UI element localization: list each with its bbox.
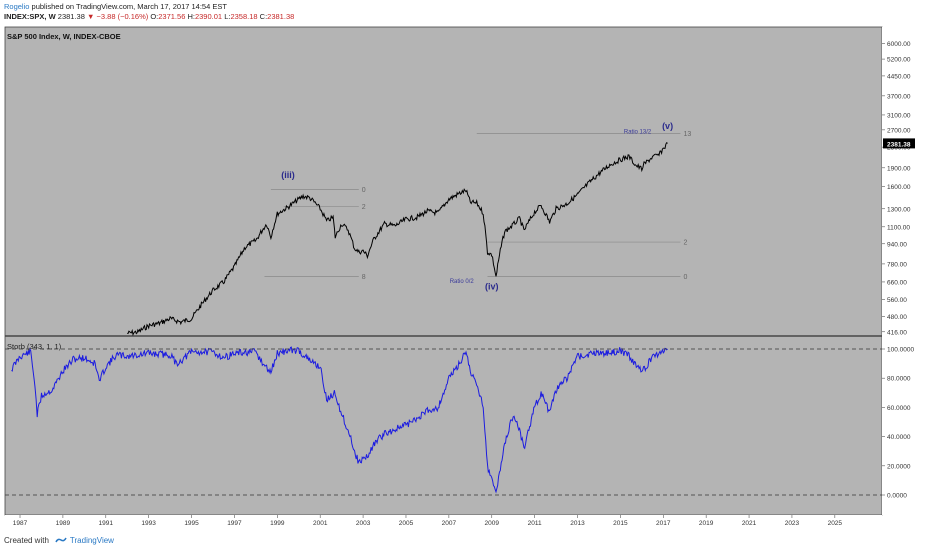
x-tick-label: 1997 bbox=[227, 520, 242, 527]
symbol-label: INDEX:SPX, W bbox=[4, 12, 56, 21]
high-value: 2390.01 bbox=[194, 12, 223, 21]
low-label: L: bbox=[224, 12, 231, 21]
y-tick-label: 3700.00 bbox=[887, 93, 911, 100]
tradingview-link[interactable]: TradingView bbox=[69, 536, 114, 545]
x-tick-label: 1999 bbox=[270, 520, 285, 527]
ratio-annotation: Ratio 0/2 bbox=[450, 279, 475, 285]
y-tick-label: 100.0000 bbox=[887, 347, 914, 354]
level-label: 8 bbox=[362, 274, 366, 281]
y-tick-label: 940.00 bbox=[887, 241, 907, 248]
price-series-line bbox=[127, 141, 668, 336]
y-tick-label: 2700.00 bbox=[887, 127, 911, 134]
y-tick-label: 1100.00 bbox=[887, 224, 910, 231]
author-link[interactable]: Rogelio bbox=[4, 2, 30, 11]
level-label: 2 bbox=[683, 240, 687, 247]
y-tick-label: 660.00 bbox=[887, 279, 907, 286]
y-tick-label: 780.00 bbox=[887, 261, 907, 268]
ratio-annotation: Ratio 13/2 bbox=[624, 129, 652, 135]
oscillator-pane-background[interactable] bbox=[5, 336, 882, 515]
x-tick-label: 2007 bbox=[442, 520, 457, 527]
x-tick-label: 1989 bbox=[56, 520, 71, 527]
level-label: 2 bbox=[362, 204, 366, 211]
stoch-series-line bbox=[11, 346, 668, 494]
y-tick-label: 4450.00 bbox=[887, 73, 911, 80]
y-tick-label: 560.00 bbox=[887, 297, 907, 304]
x-tick-label: 2023 bbox=[785, 520, 800, 527]
level-label: 13 bbox=[683, 131, 691, 138]
level-label: 0 bbox=[362, 187, 366, 194]
publish-info: Rogelio published on TradingView.com, Ma… bbox=[4, 2, 227, 11]
last-price-badge bbox=[883, 138, 915, 149]
y-tick-label: 60.0000 bbox=[887, 405, 911, 412]
wave-label: (v) bbox=[662, 121, 673, 131]
oscillator-title: Storb (343, 1, 1) bbox=[7, 342, 62, 351]
y-tick-label: 1300.00 bbox=[887, 206, 911, 213]
level-label: 0 bbox=[683, 274, 687, 281]
x-tick-label: 2011 bbox=[528, 520, 542, 527]
y-tick-label: 5200.00 bbox=[887, 57, 911, 64]
x-tick-label: 2001 bbox=[313, 520, 328, 527]
price-axis-panel[interactable] bbox=[882, 27, 932, 515]
x-tick-label: 2015 bbox=[613, 520, 628, 527]
price-change: −3.88 (−0.16%) bbox=[96, 12, 149, 21]
symbol-line: INDEX:SPX, W 2381.38 ▼ −3.88 (−0.16%) O:… bbox=[4, 12, 294, 21]
price-pane-title: S&P 500 Index, W, INDEX-CBOE bbox=[7, 32, 121, 41]
x-tick-label: 1987 bbox=[13, 520, 28, 527]
time-axis-panel[interactable] bbox=[5, 515, 882, 531]
y-tick-label: 40.0000 bbox=[887, 434, 911, 441]
publish-text: published on TradingView.com, March 17, … bbox=[31, 2, 227, 11]
created-with-text: Created with bbox=[4, 536, 49, 545]
close-value: 2381.38 bbox=[267, 12, 295, 21]
close-label: C: bbox=[259, 12, 268, 21]
x-tick-label: 2003 bbox=[356, 520, 371, 527]
wave-label: (iv) bbox=[485, 282, 499, 292]
x-tick-label: 1991 bbox=[99, 520, 114, 527]
y-tick-label: 0.0000 bbox=[887, 493, 907, 500]
tradingview-logo-icon bbox=[55, 538, 67, 543]
last-price: 2381.38 bbox=[57, 12, 85, 21]
x-tick-label: 1995 bbox=[184, 520, 199, 527]
high-label: H: bbox=[187, 12, 195, 21]
y-tick-label: 6000.00 bbox=[887, 41, 911, 48]
x-tick-label: 2005 bbox=[399, 520, 414, 527]
x-tick-label: 2017 bbox=[656, 520, 671, 527]
y-tick-label: 3100.00 bbox=[887, 112, 911, 119]
x-tick-label: 2025 bbox=[828, 520, 843, 527]
y-tick-label: 80.0000 bbox=[887, 376, 911, 383]
y-tick-label: 1600.00 bbox=[887, 184, 911, 191]
y-tick-label: 416.00 bbox=[887, 329, 907, 336]
x-tick-label: 2021 bbox=[742, 520, 757, 527]
x-tick-label: 1993 bbox=[141, 520, 156, 527]
low-value: 2358.18 bbox=[230, 12, 258, 21]
y-tick-label: 480.00 bbox=[887, 314, 907, 321]
footer: Created with TradingView bbox=[4, 536, 114, 545]
down-arrow-icon: ▼ bbox=[87, 12, 95, 21]
wave-label: (iii) bbox=[281, 170, 295, 180]
price-pane-background[interactable] bbox=[5, 27, 882, 336]
y-tick-label: 20.0000 bbox=[887, 463, 911, 470]
open-value: 2371.56 bbox=[158, 12, 186, 21]
y-tick-label: 1900.00 bbox=[887, 165, 911, 172]
last-price-badge-label: 2381.38 bbox=[887, 141, 911, 148]
x-tick-label: 2019 bbox=[699, 520, 714, 527]
open-label: O: bbox=[150, 12, 159, 21]
x-tick-label: 2009 bbox=[485, 520, 500, 527]
x-tick-label: 2013 bbox=[570, 520, 585, 527]
